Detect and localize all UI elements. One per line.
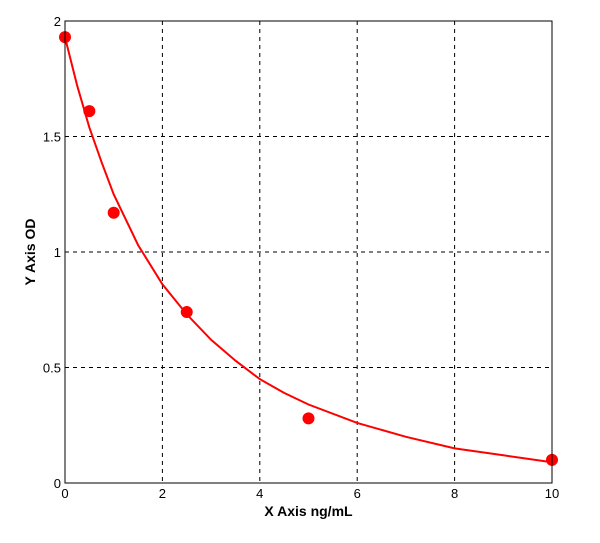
x-tick-label: 4 bbox=[256, 486, 263, 501]
y-tick-label: 0 bbox=[54, 476, 61, 491]
plot-frame bbox=[64, 20, 553, 484]
grid bbox=[65, 21, 552, 483]
data-point bbox=[83, 105, 96, 118]
data-points-layer bbox=[59, 31, 558, 466]
x-tick-label: 8 bbox=[451, 486, 458, 501]
data-point bbox=[180, 306, 193, 319]
y-axis-title: Y Axis OD bbox=[22, 219, 38, 286]
x-tick-label: 6 bbox=[354, 486, 361, 501]
tick-labels: 0 2 4 6 8 10 0 0.5 1 1.5 2 bbox=[43, 14, 559, 501]
x-tick-label: 2 bbox=[159, 486, 166, 501]
fitted-curve-line bbox=[64, 36, 553, 464]
x-tick-label: 10 bbox=[545, 486, 559, 501]
fitted-curve-layer bbox=[64, 36, 553, 464]
y-tick-label: 1 bbox=[54, 245, 61, 260]
y-tick-label: 1.5 bbox=[43, 130, 61, 145]
y-tick-label: 2 bbox=[54, 14, 61, 29]
data-point bbox=[107, 206, 120, 219]
data-point bbox=[302, 412, 315, 425]
y-tick-label: 0.5 bbox=[43, 361, 61, 376]
x-tick-label: 0 bbox=[61, 486, 68, 501]
x-axis-title: X Axis ng/mL bbox=[264, 503, 353, 519]
